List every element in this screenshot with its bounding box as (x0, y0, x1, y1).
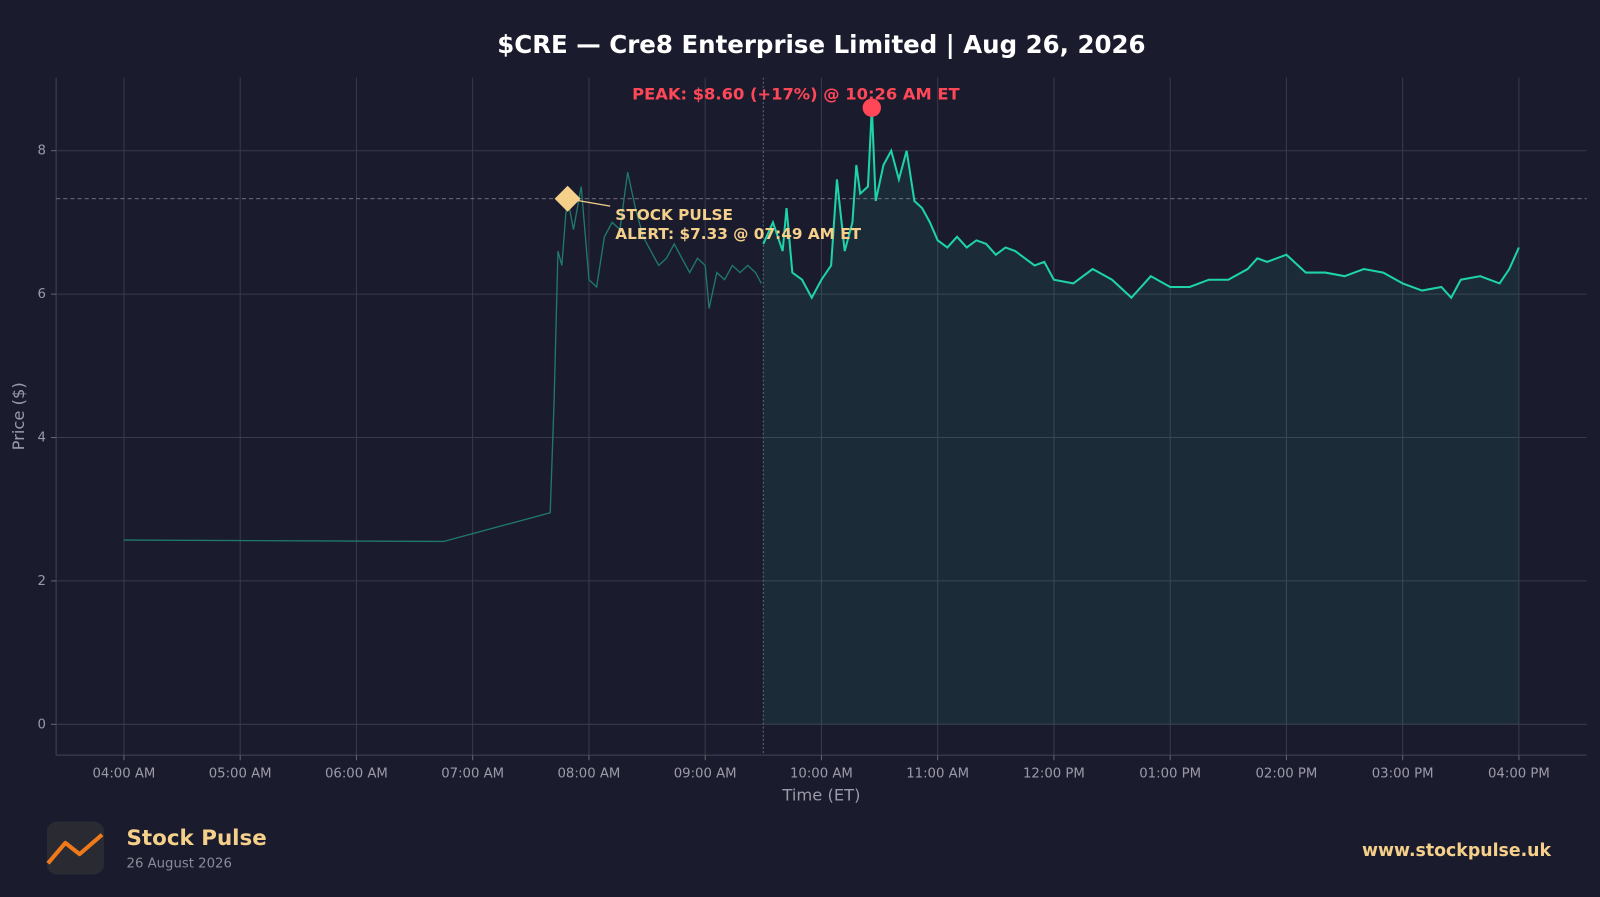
x-tick-label: 03:00 PM (1372, 767, 1434, 782)
peak-label: PEAK: $8.60 (+17%) @ 10:26 AM ET (632, 84, 960, 103)
alert-label: STOCK PULSE (615, 206, 733, 224)
area (763, 107, 1519, 725)
y-axis-label: Price ($) (9, 382, 28, 450)
x-tick-label: 12:00 PM (1023, 767, 1085, 782)
price-line (123, 172, 762, 543)
peak-marker (862, 98, 881, 117)
x-tick-label: 07:00 AM (441, 767, 504, 782)
x-tick-label: 04:00 AM (92, 767, 155, 782)
alert-marker (554, 185, 581, 212)
y-tick-label: 6 (37, 287, 45, 302)
y-tick-label: 2 (37, 574, 45, 589)
logo (46, 821, 105, 875)
brand-name: Stock Pulse (127, 826, 267, 851)
alert-label: ALERT: $7.33 @ 07:49 AM ET (615, 225, 861, 243)
x-axis-label: Time (ET) (781, 785, 860, 804)
y-tick-label: 4 (37, 431, 45, 446)
y-tick-label: 0 (37, 717, 45, 732)
x-tick-label: 09:00 AM (674, 767, 737, 782)
x-tick-label: 08:00 AM (557, 767, 620, 782)
price-line (762, 107, 1520, 300)
x-tick-label: 06:00 AM (325, 767, 388, 782)
x-tick-label: 02:00 PM (1256, 767, 1318, 782)
x-tick-label: 05:00 AM (209, 767, 272, 782)
x-tick-label: 01:00 PM (1139, 767, 1201, 782)
chart-title: $CRE — Cre8 Enterprise Limited | Aug 26,… (497, 30, 1145, 59)
x-tick-label: 04:00 PM (1488, 767, 1550, 782)
y-tick-label: 8 (37, 144, 45, 159)
footer-url: www.stockpulse.uk (1362, 841, 1551, 861)
x-tick-label: 10:00 AM (790, 767, 853, 782)
footer-date: 26 August 2026 (127, 856, 232, 871)
x-tick-label: 11:00 AM (906, 767, 969, 782)
